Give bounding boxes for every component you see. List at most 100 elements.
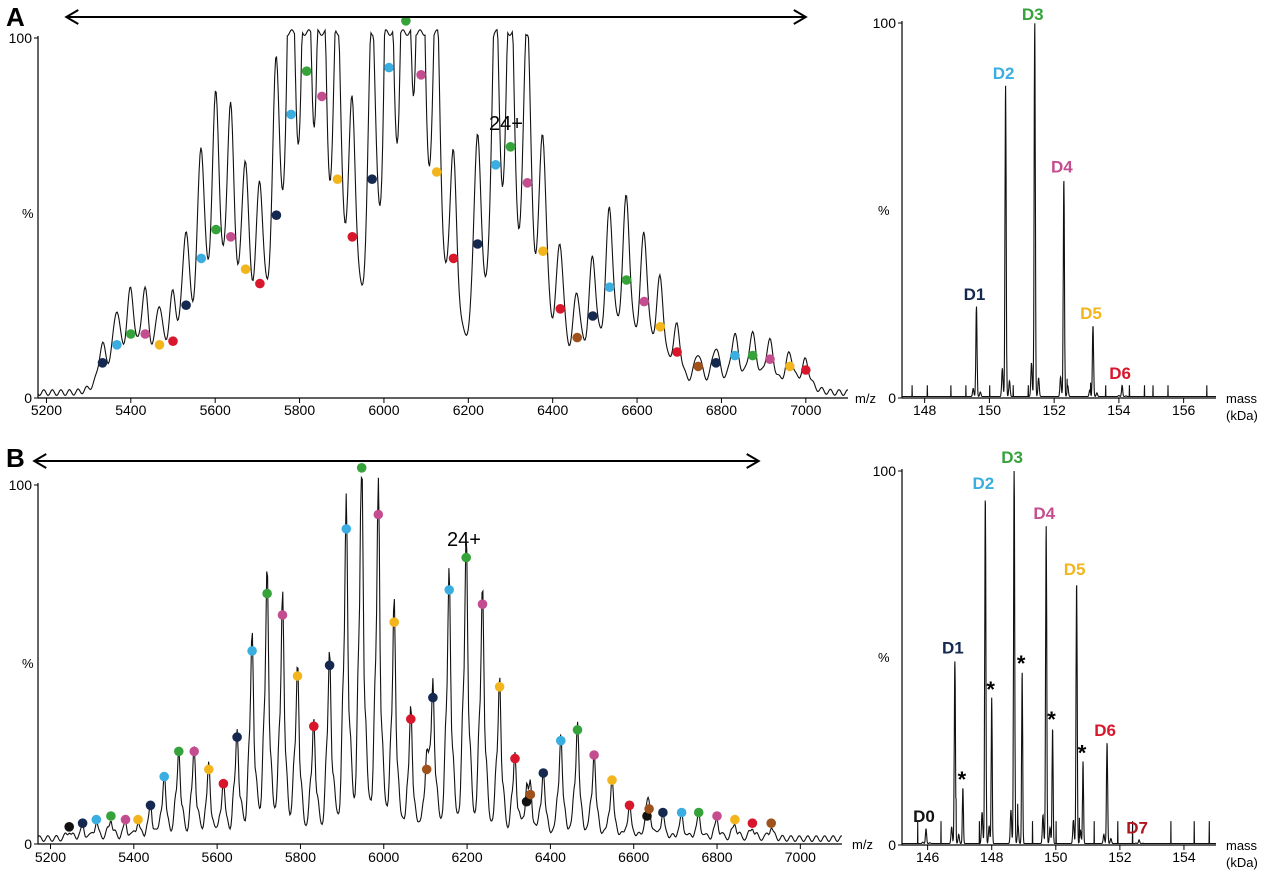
peak-marker-d4 [373, 509, 384, 520]
peak-marker-d5 [730, 814, 740, 825]
deconvoluted-trace [902, 470, 1216, 845]
x-tick-label: 150 [978, 402, 1002, 418]
peak-marker-d6 [347, 232, 358, 242]
x-tick-label: 5200 [31, 402, 62, 418]
peak-marker-d2 [159, 771, 169, 782]
peak-marker-d6 [448, 253, 459, 264]
peak-marker-d1 [97, 358, 108, 368]
peak-marker-extra [525, 789, 536, 800]
adduct-star: * [1047, 707, 1056, 732]
peak-marker-d2 [384, 62, 394, 73]
peak-marker-d6 [510, 753, 520, 764]
peak-marker-d4 [120, 814, 131, 825]
peak-marker-d1 [232, 732, 242, 742]
peak-marker-d1 [658, 807, 668, 818]
peak-marker-d4 [522, 178, 533, 188]
species-label-d4: D4 [1051, 158, 1073, 177]
peak-marker-d1 [181, 300, 191, 311]
x-tick-label: 6800 [706, 402, 737, 418]
peak-marker-d4 [589, 750, 599, 760]
peak-marker-extra [693, 361, 703, 372]
peak-marker-d0 [521, 796, 532, 807]
range-arrow-head-left [32, 453, 47, 469]
species-label-d7: D7 [1126, 818, 1148, 837]
deconvoluted-trace [902, 23, 1216, 398]
peak-marker-d5 [133, 814, 143, 825]
peak-marker-d5 [538, 246, 548, 256]
percent-label-b-mass: % [878, 650, 890, 665]
species-label-d1: D1 [942, 639, 964, 658]
peak-marker-d2 [196, 253, 207, 264]
peak-marker-d2 [247, 646, 257, 656]
peak-marker-d2 [490, 160, 501, 170]
peak-marker-d1 [271, 210, 282, 220]
peak-marker-d4 [140, 329, 150, 339]
spectrum-trace [37, 475, 842, 843]
x-tick-label: 156 [1172, 402, 1196, 418]
peak-marker-d2 [676, 807, 687, 818]
species-label-d2: D2 [993, 64, 1015, 83]
x-tick-label: 152 [1108, 849, 1132, 865]
mass-axis-a: % 0 100 148 150 152 154 156 mass (kDa) [873, 15, 1258, 423]
peak-marker-d2 [556, 735, 566, 746]
peak-marker-d4 [317, 91, 327, 102]
peak-marker-d6 [555, 304, 566, 314]
peak-marker-extra [572, 332, 582, 343]
species-label-d5: D5 [1064, 560, 1086, 579]
x-tick-label: 152 [1042, 402, 1066, 418]
peak-marker-d3 [174, 746, 184, 757]
percent-label-a-mass: % [878, 203, 890, 218]
y-tick-label: 100 [9, 30, 33, 46]
peak-marker-d6 [168, 336, 178, 347]
peak-marker-d6 [672, 347, 682, 357]
peak-marker-d1 [145, 800, 156, 811]
adduct-star: * [1078, 741, 1087, 766]
peak-marker-d5 [607, 775, 617, 785]
y-tick-label: 0 [24, 836, 32, 852]
mz-spectrum-b [32, 453, 842, 843]
mz-spectrum-a [37, 9, 848, 397]
adduct-star: * [958, 767, 967, 792]
peak-marker-d1 [588, 311, 598, 321]
species-label-d0: D0 [913, 807, 935, 826]
x-tick-label: 7000 [785, 849, 816, 865]
peak-marker-d2 [91, 814, 102, 825]
peak-marker-d1 [711, 358, 721, 368]
x-tick-label: 154 [1172, 849, 1196, 865]
peak-marker-d1 [324, 660, 335, 671]
y-tick-label: 0 [24, 390, 32, 406]
peak-marker-d2 [341, 524, 352, 534]
x-tick-label: 6000 [368, 402, 399, 418]
x-tick-label: 148 [980, 849, 1004, 865]
peak-marker-d2 [286, 109, 296, 120]
peak-marker-d6 [624, 800, 635, 811]
x-tick-label: 6000 [368, 849, 399, 865]
peak-marker-d6 [218, 778, 229, 789]
x-tick-label: 150 [1044, 849, 1068, 865]
species-label-d3: D3 [1022, 5, 1044, 24]
peak-marker-d1 [367, 174, 377, 184]
mass-unit-label: mass [1226, 391, 1258, 406]
x-tick-label: 148 [913, 402, 937, 418]
x-tick-label: 146 [916, 849, 940, 865]
x-tick-label: 6400 [535, 849, 566, 865]
y-tick-label: 100 [873, 15, 897, 31]
species-label-d6: D6 [1094, 721, 1116, 740]
percent-label-a: % [22, 206, 34, 221]
x-tick-label: 7000 [790, 402, 821, 418]
peak-marker-d5 [431, 167, 442, 177]
x-tick-label: 5600 [202, 849, 233, 865]
peak-marker-d4 [477, 599, 488, 609]
mass-unit-label: mass [1226, 838, 1258, 853]
peak-marker-d3 [211, 224, 221, 235]
peak-marker-d6 [255, 278, 265, 289]
species-label-d2: D2 [972, 474, 994, 493]
panel-label-a: A [6, 2, 25, 32]
mz-unit-label-a: m/z [855, 391, 876, 406]
y-tick-label: 0 [888, 390, 896, 406]
x-tick-label: 6200 [451, 849, 482, 865]
peak-marker-d3 [301, 66, 312, 76]
peak-marker-d1 [428, 692, 438, 703]
peak-marker-d4 [712, 811, 722, 821]
